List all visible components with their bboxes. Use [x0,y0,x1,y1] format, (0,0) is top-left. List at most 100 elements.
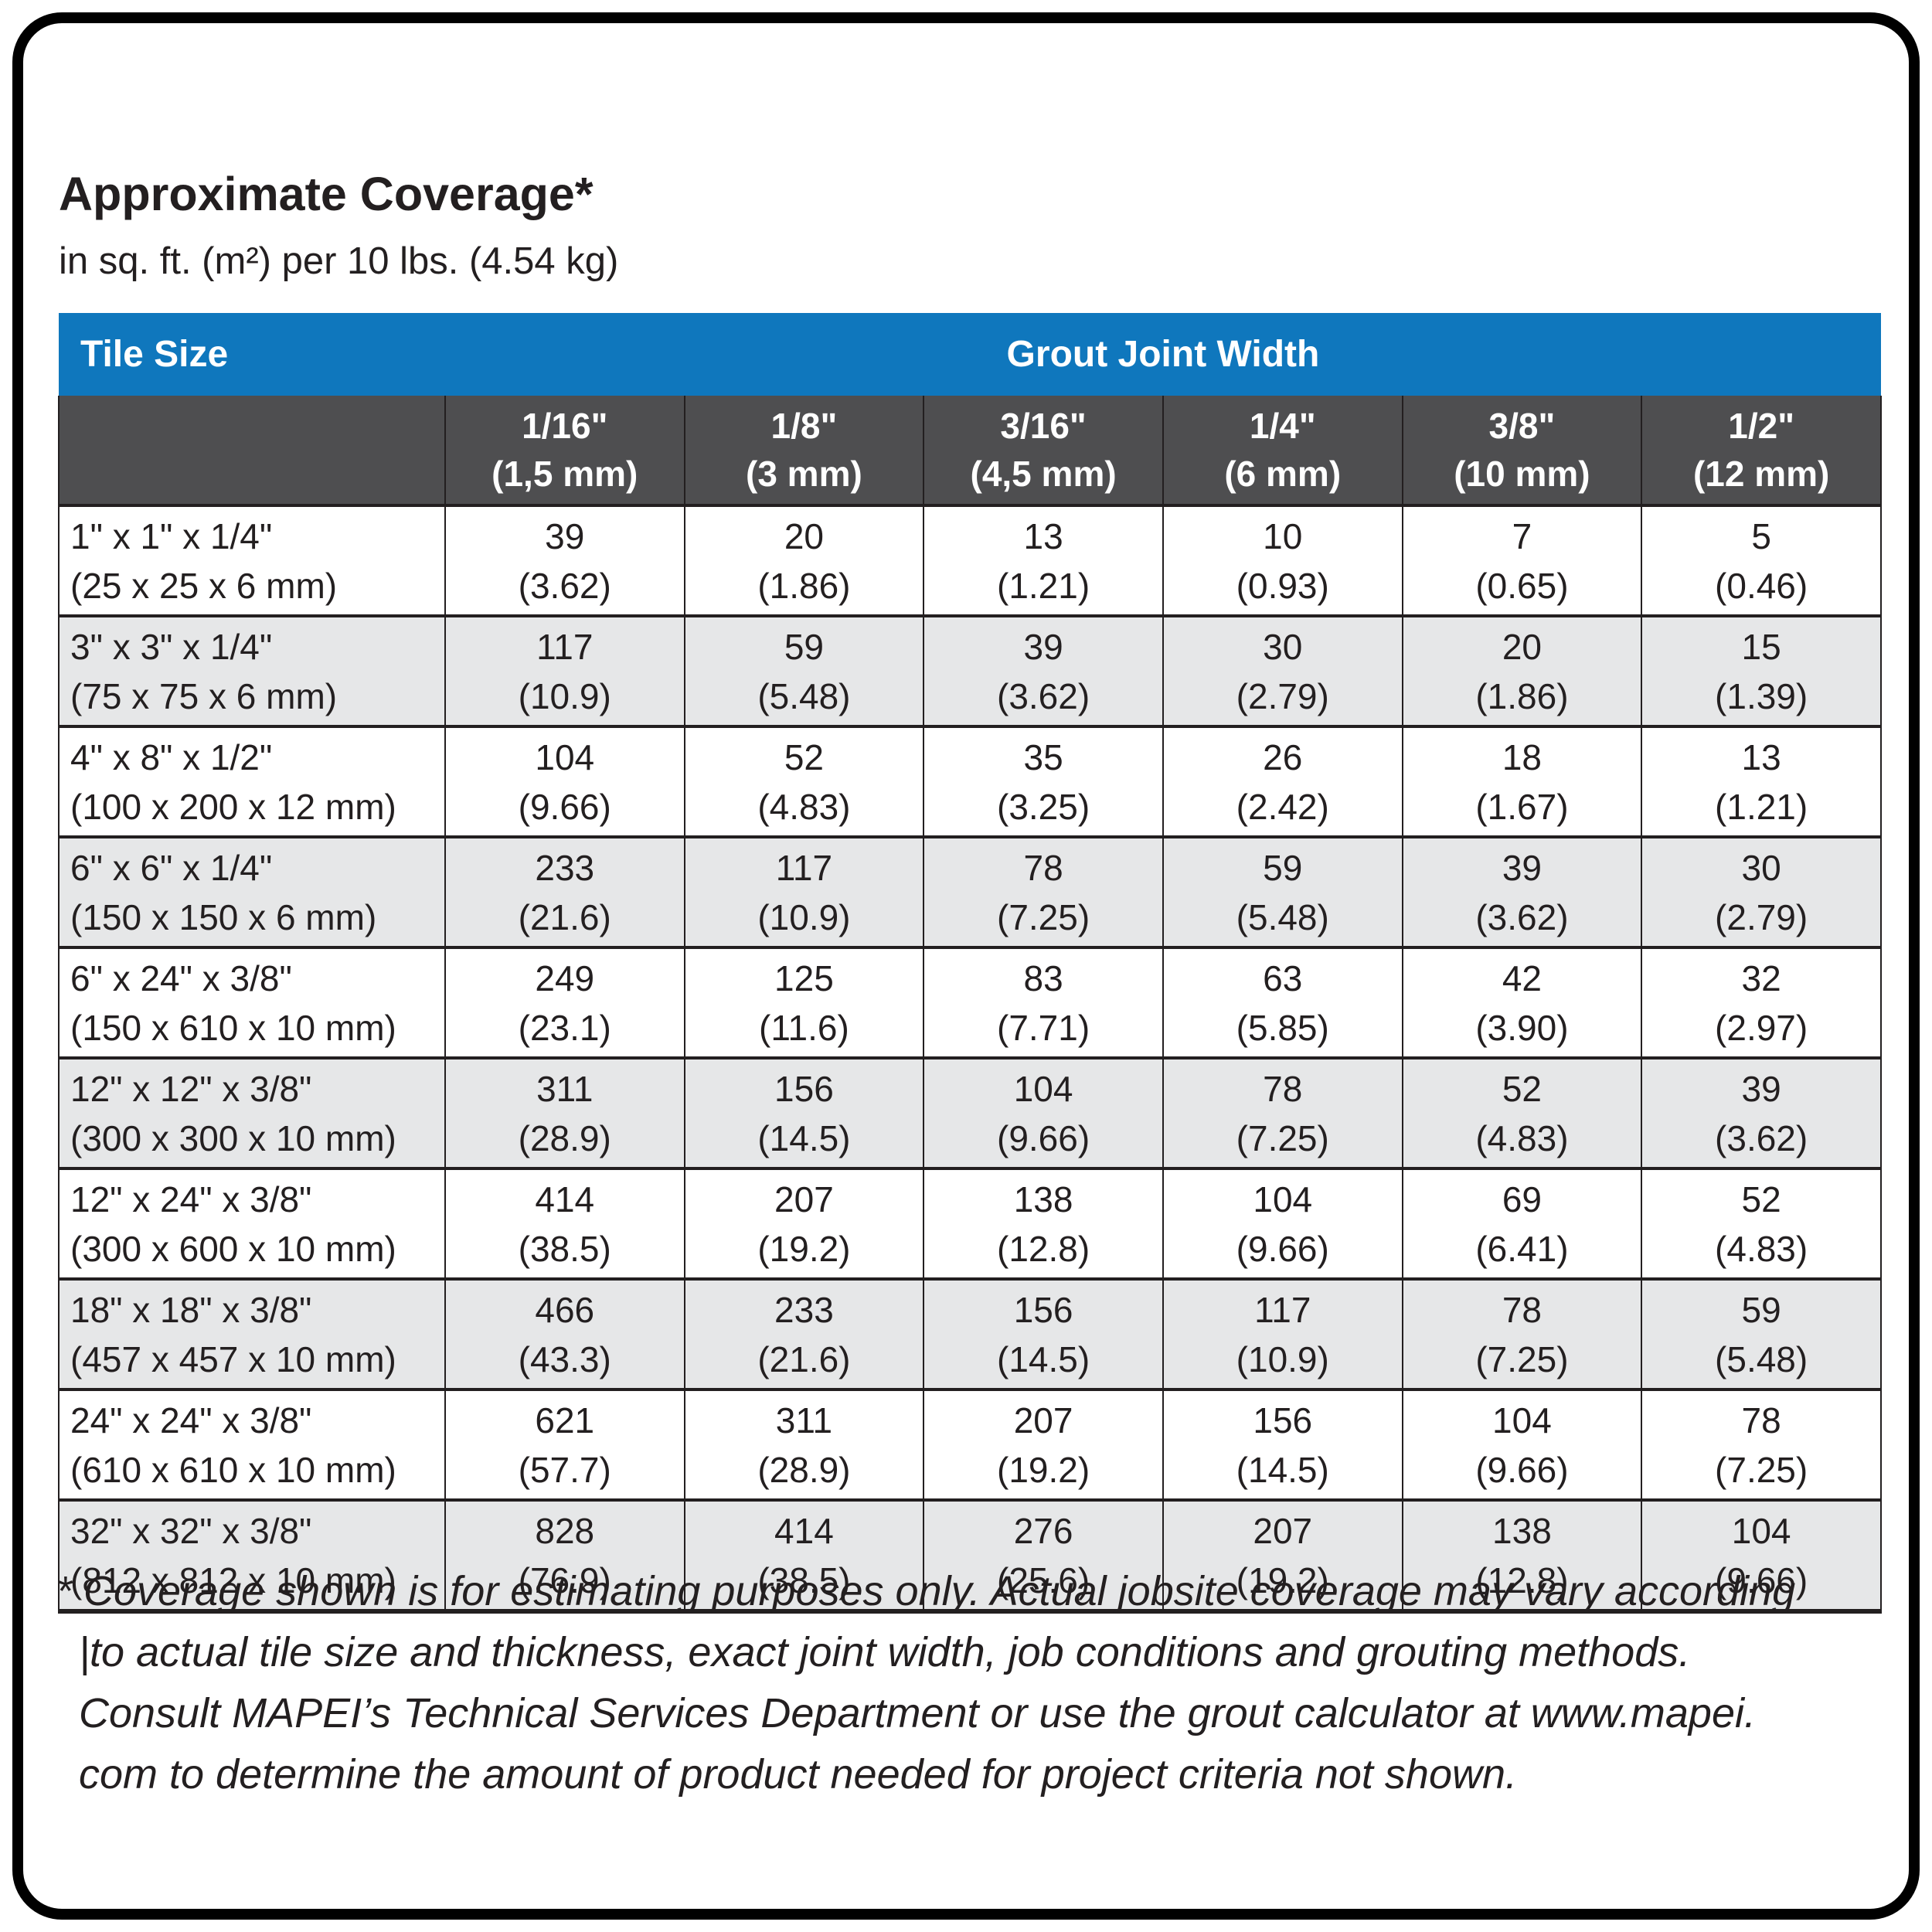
table-row: 32" x 32" x 3/8" (812 x 812 x 10 mm) 828… [58,1498,1882,1614]
coverage-cell: 207 (19.2) [1162,1498,1403,1614]
table-row: 12" x 12" x 3/8" (300 x 300 x 10 mm) 311… [58,1056,1882,1169]
coverage-cell: 414 (38.5) [683,1498,925,1614]
coverage-cell: 15 (1.39) [1641,614,1882,727]
coverage-cell: 78 (7.25) [1641,1388,1882,1501]
coverage-cell: 311 (28.9) [444,1056,685,1169]
coverage-cell: 13 (1.21) [1641,725,1882,838]
coverage-cell: 207 (19.2) [923,1388,1164,1501]
row-label: 4" x 8" x 1/2" (100 x 200 x 12 mm) [58,725,446,838]
coverage-cell: 78 (7.25) [1401,1277,1643,1390]
coverage-cell: 20 (1.86) [683,504,925,617]
row-label: 12" x 12" x 3/8" (300 x 300 x 10 mm) [58,1056,446,1169]
coverage-cell: 156 (14.5) [923,1277,1164,1390]
coverage-cell: 52 (4.83) [683,725,925,838]
coverage-cell: 828 (76.9) [444,1498,685,1614]
coverage-cell: 5 (0.46) [1641,504,1882,617]
table-row: 1" x 1" x 1/4" (25 x 25 x 6 mm) 39 (3.62… [58,504,1882,617]
coverage-cell: 13 (1.21) [923,504,1164,617]
coverage-cell: 233 (21.6) [683,1277,925,1390]
coverage-cell: 26 (2.42) [1162,725,1403,838]
coverage-cell: 117 (10.9) [1162,1277,1403,1390]
coverage-cell: 35 (3.25) [923,725,1164,838]
coverage-cell: 39 (3.62) [1641,1056,1882,1169]
coverage-cell: 78 (7.25) [923,835,1164,948]
coverage-cell: 117 (10.9) [444,614,685,727]
table-row: 24" x 24" x 3/8" (610 x 610 x 10 mm) 621… [58,1388,1882,1501]
row-label: 1" x 1" x 1/4" (25 x 25 x 6 mm) [58,504,446,617]
empty-header-cell [58,396,446,506]
table-row: 6" x 24" x 3/8" (150 x 610 x 10 mm) 249 … [58,946,1882,1059]
coverage-cell: 39 (3.62) [1401,835,1643,948]
row-label: 24" x 24" x 3/8" (610 x 610 x 10 mm) [58,1388,446,1501]
coverage-cell: 125 (11.6) [683,946,925,1059]
column-header-1-8in: 1/8" (3 mm) [683,396,925,506]
coverage-cell: 42 (3.90) [1401,946,1643,1059]
coverage-cell: 52 (4.83) [1641,1167,1882,1280]
coverage-cell: 52 (4.83) [1401,1056,1643,1169]
table-row: 3" x 3" x 1/4" (75 x 75 x 6 mm) 117 (10.… [58,614,1882,727]
coverage-cell: 30 (2.79) [1162,614,1403,727]
coverage-cell: 83 (7.71) [923,946,1164,1059]
coverage-cell: 311 (28.9) [683,1388,925,1501]
coverage-cell: 207 (19.2) [683,1167,925,1280]
coverage-cell: 104 (9.66) [1401,1388,1643,1501]
coverage-cell: 233 (21.6) [444,835,685,948]
footnote: * Coverage shown is for estimating purpo… [56,1561,1903,1805]
row-label: 3" x 3" x 1/4" (75 x 75 x 6 mm) [58,614,446,727]
coverage-cell: 63 (5.85) [1162,946,1403,1059]
row-label: 32" x 32" x 3/8" (812 x 812 x 10 mm) [58,1498,446,1614]
column-header-row: 1/16" (1,5 mm) 1/8" (3 mm) 3/16" (4,5 mm… [58,396,1882,506]
table-row: 4" x 8" x 1/2" (100 x 200 x 12 mm) 104 (… [58,725,1882,838]
coverage-cell: 59 (5.48) [1162,835,1403,948]
row-label: 12" x 24" x 3/8" (300 x 600 x 10 mm) [58,1167,446,1280]
coverage-cell: 18 (1.67) [1401,725,1643,838]
coverage-cell: 276 (25.6) [923,1498,1164,1614]
coverage-cell: 69 (6.41) [1401,1167,1643,1280]
coverage-cell: 249 (23.1) [444,946,685,1059]
coverage-cell: 104 (9.66) [923,1056,1164,1169]
footnote-line: com to determine the amount of product n… [79,1751,1518,1798]
coverage-cell: 621 (57.7) [444,1388,685,1501]
table-group-header-row: Tile Size Grout Joint Width [59,313,1881,396]
coverage-cell: 20 (1.86) [1401,614,1643,727]
coverage-cell: 138 (12.8) [923,1167,1164,1280]
coverage-cell: 10 (0.93) [1162,504,1403,617]
column-header-3-16in: 3/16" (4,5 mm) [923,396,1164,506]
coverage-cell: 7 (0.65) [1401,504,1643,617]
coverage-cell: 138 (12.8) [1401,1498,1643,1614]
coverage-table: Tile Size Grout Joint Width 1/16" (1,5 m… [58,313,1882,1614]
column-header-1-2in: 1/2" (12 mm) [1641,396,1882,506]
row-label: 6" x 6" x 1/4" (150 x 150 x 6 mm) [58,835,446,948]
footnote-line: |to actual tile size and thickness, exac… [79,1629,1691,1675]
coverage-cell: 104 (9.66) [444,725,685,838]
coverage-cell: 30 (2.79) [1641,835,1882,948]
coverage-cell: 59 (5.48) [1641,1277,1882,1390]
coverage-cell: 78 (7.25) [1162,1056,1403,1169]
coverage-cell: 117 (10.9) [683,835,925,948]
coverage-cell: 466 (43.3) [444,1277,685,1390]
table-row: 12" x 24" x 3/8" (300 x 600 x 10 mm) 414… [58,1167,1882,1280]
coverage-cell: 39 (3.62) [923,614,1164,727]
table-row: 6" x 6" x 1/4" (150 x 150 x 6 mm) 233 (2… [58,835,1882,948]
column-header-1-4in: 1/4" (6 mm) [1162,396,1403,506]
table-row: 18" x 18" x 3/8" (457 x 457 x 10 mm) 466… [58,1277,1882,1390]
footnote-line: * Coverage shown is for estimating purpo… [56,1568,1796,1614]
page-title: Approximate Coverage* [59,168,594,220]
row-label: 18" x 18" x 3/8" (457 x 457 x 10 mm) [58,1277,446,1390]
row-label: 6" x 24" x 3/8" (150 x 610 x 10 mm) [58,946,446,1059]
coverage-cell: 59 (5.48) [683,614,925,727]
coverage-cell: 39 (3.62) [444,504,685,617]
column-header-3-8in: 3/8" (10 mm) [1401,396,1643,506]
column-header-1-16in: 1/16" (1,5 mm) [444,396,685,506]
footnote-line: Consult MAPEI’s Technical Services Depar… [79,1690,1756,1736]
page-subtitle: in sq. ft. (m²) per 10 lbs. (4.54 kg) [59,240,619,282]
grout-joint-width-header: Grout Joint Width [444,313,1881,396]
coverage-cell: 32 (2.97) [1641,946,1882,1059]
coverage-cell: 156 (14.5) [683,1056,925,1169]
coverage-cell: 104 (9.66) [1162,1167,1403,1280]
coverage-cell: 156 (14.5) [1162,1388,1403,1501]
coverage-cell: 104 (9.66) [1641,1498,1882,1614]
tile-size-header: Tile Size [59,313,445,396]
coverage-cell: 414 (38.5) [444,1167,685,1280]
